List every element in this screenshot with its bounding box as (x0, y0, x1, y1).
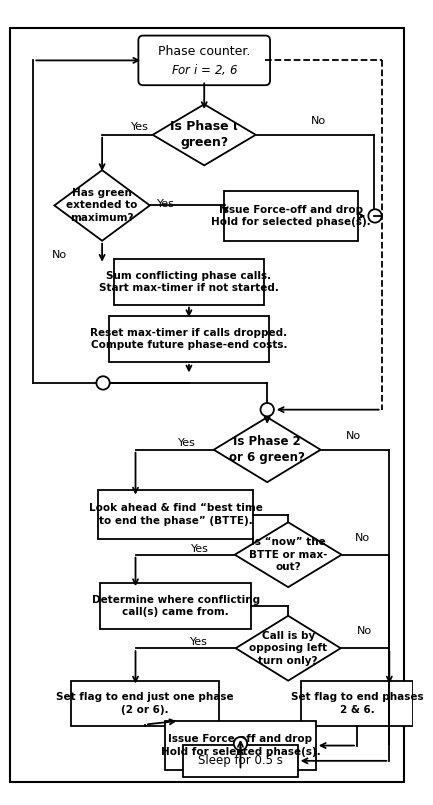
Text: Issue Force-off and drop
Hold for selected phase(s).: Issue Force-off and drop Hold for select… (161, 734, 320, 757)
Text: No: No (346, 431, 361, 441)
Text: Call is by
opposing left
turn only?: Call is by opposing left turn only? (249, 631, 327, 666)
Circle shape (368, 209, 382, 223)
Text: Is Phase ι
green?: Is Phase ι green? (170, 120, 238, 149)
Text: Sleep for 0.5 s: Sleep for 0.5 s (198, 754, 283, 767)
Text: No: No (311, 115, 326, 126)
Circle shape (234, 737, 247, 750)
Text: No: No (52, 250, 67, 260)
Text: For $i$ = 2, 6: For $i$ = 2, 6 (171, 62, 238, 76)
Text: Yes: Yes (157, 199, 175, 208)
Text: Yes: Yes (131, 122, 149, 132)
Bar (98, 489, 253, 539)
Text: Phase counter.: Phase counter. (158, 45, 250, 58)
Bar (224, 191, 358, 241)
Polygon shape (153, 105, 256, 165)
Text: Set flag to end just one phase
(2 or 6).: Set flag to end just one phase (2 or 6). (56, 692, 234, 715)
Circle shape (261, 403, 274, 416)
Bar (165, 720, 316, 770)
Text: Issue Force-off and drop
Hold for selected phase(s).: Issue Force-off and drop Hold for select… (211, 204, 371, 227)
Bar (71, 681, 219, 726)
Text: Set flag to end phases
2 & 6.: Set flag to end phases 2 & 6. (291, 692, 423, 715)
Text: Sum conflicting phase calls.
Start max-timer if not started.: Sum conflicting phase calls. Start max-t… (99, 270, 279, 293)
Polygon shape (235, 522, 342, 587)
Text: Has green
extended to
maximum?: Has green extended to maximum? (66, 188, 138, 223)
Bar (183, 745, 298, 777)
Text: Determine where conflicting
call(s) came from.: Determine where conflicting call(s) came… (91, 595, 260, 617)
Bar (100, 584, 251, 630)
Text: Yes: Yes (191, 544, 209, 554)
Polygon shape (214, 417, 320, 482)
FancyBboxPatch shape (139, 35, 270, 85)
Bar (109, 316, 269, 362)
Text: Yes: Yes (190, 638, 207, 647)
Bar (301, 681, 413, 726)
Text: Is “now” the
BTTE or max-
out?: Is “now” the BTTE or max- out? (249, 537, 327, 572)
Text: No: No (355, 533, 370, 543)
Text: Is Phase 2
or 6 green?: Is Phase 2 or 6 green? (229, 436, 305, 464)
Polygon shape (236, 616, 341, 681)
Polygon shape (55, 170, 150, 241)
Text: Look ahead & find “best time
to end the phase” (BTTE).: Look ahead & find “best time to end the … (89, 503, 262, 526)
Text: No: No (357, 626, 372, 636)
Bar (113, 259, 264, 304)
Circle shape (97, 376, 110, 390)
Text: Yes: Yes (178, 438, 196, 448)
Text: Reset max-timer if calls dropped.
Compute future phase-end costs.: Reset max-timer if calls dropped. Comput… (90, 328, 288, 350)
